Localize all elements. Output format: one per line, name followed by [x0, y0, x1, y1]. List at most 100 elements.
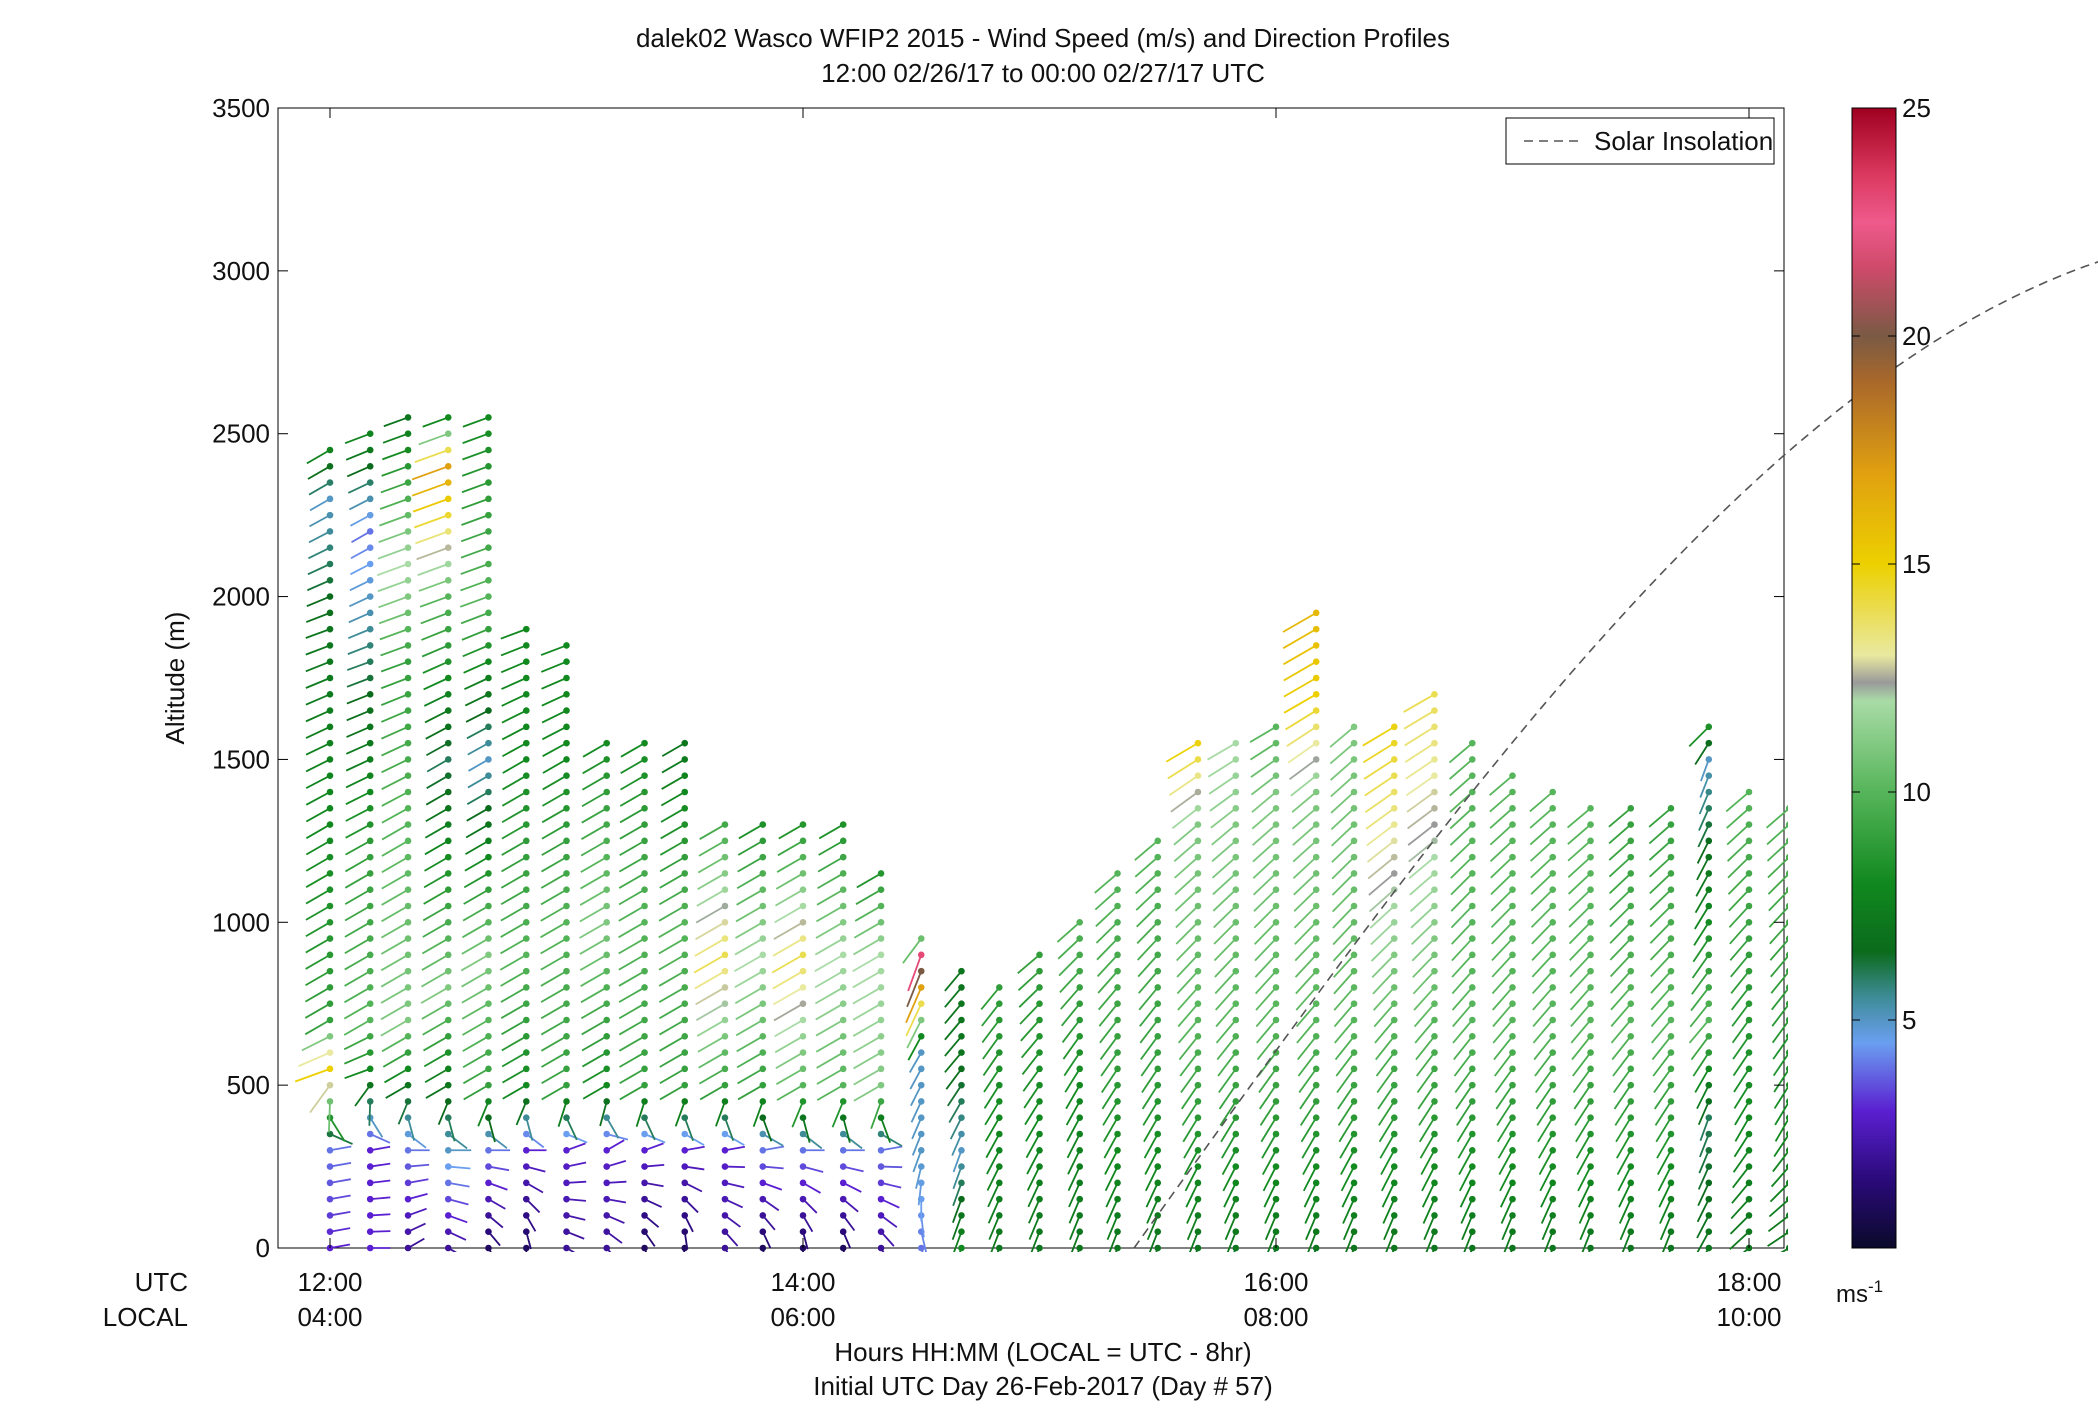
wind-barb-dot	[721, 1146, 729, 1154]
wind-barb	[1970, 1134, 1985, 1156]
wind-barb	[1609, 905, 1632, 928]
wind-barb	[1209, 791, 1237, 812]
wind-barb	[1403, 693, 1435, 713]
wind-barb-dot	[1627, 1081, 1635, 1089]
wind-barb	[1650, 954, 1672, 978]
wind-barb	[1207, 742, 1237, 761]
wind-barb-dot	[1312, 1244, 1320, 1252]
wind-barb-dot	[839, 1179, 847, 1187]
wind-barb-dot	[563, 658, 570, 666]
wind-barb	[814, 970, 844, 989]
wind-barb-dot	[1785, 1065, 1788, 1072]
wind-barb	[1767, 1215, 1788, 1233]
wind-barb	[419, 595, 449, 608]
wind-barb	[501, 1035, 527, 1052]
wind-barb	[1385, 1231, 1396, 1252]
wind-barb-dot	[563, 902, 570, 910]
wind-barb-dot	[1705, 1179, 1713, 1187]
wind-barb	[815, 1002, 844, 1021]
wind-barb	[1100, 1052, 1119, 1077]
wind-barb-dot	[366, 658, 374, 666]
wind-barb-dot	[444, 1016, 452, 1024]
wind-barb	[842, 1117, 851, 1143]
wind-barb-dot	[1904, 903, 1911, 910]
wind-barb	[541, 807, 567, 824]
wind-barb-dot	[1785, 886, 1788, 893]
wind-barb	[1696, 1215, 1710, 1239]
wind-barb-dot	[522, 1195, 530, 1203]
wind-barb-dot	[1114, 1195, 1121, 1203]
wind-barb	[1813, 1085, 1828, 1108]
wind-barb-dot	[799, 1163, 807, 1170]
wind-barb	[1021, 1052, 1041, 1076]
wind-barb-dot	[1982, 1180, 1989, 1187]
wind-barb-dot	[1272, 837, 1280, 845]
wind-barb	[1489, 840, 1514, 862]
wind-barb	[1655, 1117, 1672, 1143]
wind-barb	[599, 1101, 608, 1127]
wind-barb	[1332, 921, 1355, 946]
wind-barb	[411, 481, 449, 497]
wind-barb	[1700, 759, 1710, 782]
wind-barb-dot	[404, 984, 412, 991]
wind-barb	[658, 986, 686, 1003]
wind-barb	[1529, 807, 1554, 829]
wind-barb	[1569, 970, 1592, 994]
wind-barb-dot	[1076, 1098, 1084, 1105]
wind-barb	[1727, 856, 1750, 879]
wind-barb	[1772, 1150, 1788, 1173]
wind-barb	[1575, 1133, 1592, 1159]
wind-barb	[1382, 1198, 1396, 1224]
wind-barb-dot	[563, 1016, 570, 1024]
wind-barb-dot	[1982, 1082, 1989, 1089]
wind-barb-dot	[1431, 1000, 1438, 1008]
wind-barb-dot	[366, 1016, 374, 1024]
wind-barb-dot	[1272, 1081, 1280, 1089]
wind-barb-dot	[2060, 919, 2067, 926]
wind-barb-dot	[1272, 1228, 1280, 1236]
wind-barb-dot	[1350, 951, 1358, 959]
wind-barb	[344, 970, 371, 987]
wind-barb-dot	[1468, 886, 1476, 894]
wind-barb-dot	[1312, 625, 1320, 633]
wind-barb	[1294, 937, 1317, 962]
wind-barb	[1175, 921, 1199, 945]
wind-barb	[1698, 1149, 1710, 1174]
wind-barb	[1425, 1231, 1436, 1252]
wind-barb	[1813, 1101, 1827, 1124]
wind-barb	[2008, 1167, 2026, 1187]
wind-barb-dot	[1942, 789, 1949, 796]
wind-barb-dot	[1982, 935, 1989, 942]
wind-barb-dot	[1076, 1212, 1084, 1219]
wind-barb-dot	[1509, 1065, 1516, 1073]
wind-barb	[1963, 792, 1986, 811]
wind-barb-dot	[1312, 772, 1320, 780]
wind-barb-dot	[1431, 1130, 1438, 1138]
wind-barb-dot	[995, 1195, 1003, 1203]
wind-barb-dot	[1468, 1098, 1476, 1105]
wind-barb	[1967, 955, 1985, 977]
wind-barb	[920, 1247, 924, 1252]
wind-barb-dot	[1194, 918, 1202, 926]
wind-barb	[1451, 986, 1473, 1011]
wind-barb-dot	[1431, 1163, 1438, 1170]
wind-barb-dot	[1194, 1195, 1202, 1203]
wind-barb-dot	[1705, 984, 1713, 991]
wind-barb-dot	[2060, 838, 2067, 845]
wind-barb-dot	[1350, 1000, 1358, 1008]
wind-barb	[2088, 1118, 2098, 1140]
wind-barb	[619, 840, 645, 857]
wind-barb	[2049, 1134, 2064, 1156]
wind-barb	[381, 774, 409, 790]
wind-barb	[2003, 792, 2025, 812]
wind-barb	[698, 840, 726, 857]
wind-barb	[1963, 1248, 1985, 1261]
wind-barb-dot	[485, 1146, 492, 1154]
wind-barb	[1650, 1003, 1672, 1027]
wind-barb-dot	[681, 853, 689, 861]
wind-barb	[1173, 840, 1199, 862]
wind-barb	[1262, 1149, 1277, 1175]
wind-barb-dot	[1942, 1033, 1949, 1040]
wind-barb-dot	[1036, 1228, 1043, 1236]
wind-barb	[815, 1019, 844, 1037]
